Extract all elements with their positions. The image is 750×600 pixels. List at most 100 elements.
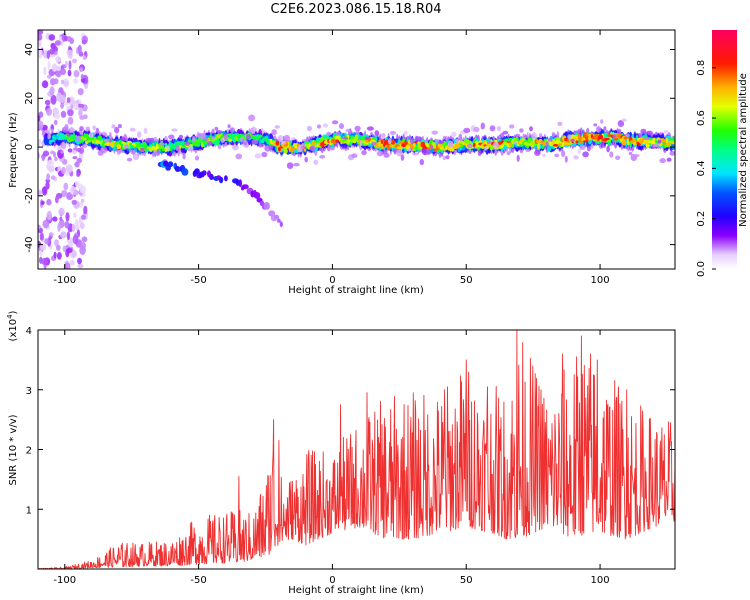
spectrogram-cell [59,216,63,221]
snr-ytick-label: 4 [26,326,32,337]
spectrogram-cell [283,134,291,142]
spectrogram-cell [78,147,85,154]
spectrogram-cell [311,141,317,145]
spectrogram-cell [458,133,463,140]
spectrogram-cell [660,138,666,143]
spectrogram-cell [477,149,482,156]
spectrogram-cell [425,142,429,148]
spectrogram-cell [575,140,579,144]
spectrogram-cell [67,36,72,42]
spectrogram-cell [75,181,80,187]
spectrogram-cell [279,221,283,228]
spectrogram-cell [100,146,108,154]
snr-xtick-label: -50 [190,575,206,586]
spectrogram-cell [52,216,58,222]
spectrogram-cell [366,126,374,131]
spectrogram-cell [277,218,281,223]
spectrogram-cell [153,150,158,157]
spectrogram-cell [274,125,280,129]
spectrogram-cell [73,78,79,84]
spectrogram-cell [66,231,70,241]
spectrogram-cell [56,146,62,151]
spectrogram-cell [583,140,589,143]
spectrogram-cell [332,120,339,125]
spectrogram-cell [396,146,402,149]
spectrogram-cell [303,148,307,152]
spectrogram-cell [489,125,496,132]
spectrogram-cell [48,34,56,41]
spectrogram-cell [47,60,51,71]
spectrogram-cell [95,127,99,134]
spectrogram-cell [66,97,71,104]
spectrogram-cell [54,40,61,46]
spectrogram-cell [456,144,462,147]
spectrogram-cell [551,132,556,137]
spectrogram-cell [76,157,83,164]
spectrogram-cell [345,128,351,132]
spectrogram-cell [251,135,256,139]
spectrogram-cell [438,140,445,145]
colorbar: 0.0 0.2 0.4 0.6 0.8 Normalized spectral ampl… [696,30,749,277]
snr-ylabel: SNR (10 * v/v) [8,414,19,485]
colorbar-tick-label: 0.0 [696,261,707,277]
spectrogram-cell [241,184,249,190]
spectrogram-cell [595,126,602,133]
spectrogram-cell [198,138,203,141]
spectrogram-cell [539,133,543,138]
spectrogram-cell [54,239,59,247]
spectrogram-cell [178,134,184,140]
spectrogram-cell [277,135,284,142]
spectrogram-cell [211,135,215,140]
spectrogram-cell [218,176,224,184]
spectrogram-cell [419,158,424,166]
spectrogram-frame [37,29,676,270]
spectrogram-xtick-label: -50 [190,275,206,286]
spectrogram-cell [166,145,170,152]
spectrogram-cell [257,134,263,139]
snr-xlabel: Height of straight line (km) [288,585,424,596]
spectrogram-cell [77,263,84,269]
spectrogram-cell [447,140,454,148]
snr-series-line [38,330,675,569]
spectrogram-ytick-label: -40 [24,236,35,252]
colorbar-tick-label: 0.8 [696,60,707,76]
spectrogram-cell [351,153,358,158]
spectrogram-cell [82,137,87,141]
spectrogram-cell [227,124,231,129]
spectrogram-cell [76,172,80,177]
spectrogram-cell [617,120,625,127]
spectrogram-cell [612,133,617,139]
spectrogram-cell [201,170,207,176]
spectrogram-cell [38,120,44,130]
spectrogram-cell [60,79,65,85]
spectrogram-cell [174,142,179,145]
spectrogram-cell [182,152,186,160]
spectrogram-cell [525,142,531,146]
spectrogram-cell [506,140,511,144]
spectrogram-cell [667,141,671,147]
spectrogram-cell [57,222,61,232]
spectrogram-cell [657,139,662,144]
spectrogram-cell [489,144,494,151]
spectrogram-cell [525,148,531,152]
spectrogram-cell [83,205,88,215]
spectrogram-cell [175,145,180,152]
spectrogram-cell [46,173,50,181]
spectrogram-cell [164,142,168,148]
spectrogram-cell [555,139,561,145]
spectrogram-cell [646,130,653,136]
spectrogram-cell [354,125,361,132]
spectrogram-cell [561,150,566,158]
spectrogram-cell [383,152,390,158]
spectrogram-cell [70,104,74,110]
spectrogram-cell [529,126,533,132]
spectrogram-cell [201,133,206,140]
spectrogram-cell [93,136,97,142]
spectrogram-marks [38,30,675,269]
spectrogram-cell [671,141,675,145]
spectrogram-cell [46,210,52,221]
spectrogram-cell [67,109,74,117]
spectrogram-cell [187,145,194,151]
spectrogram-cell [73,70,80,78]
